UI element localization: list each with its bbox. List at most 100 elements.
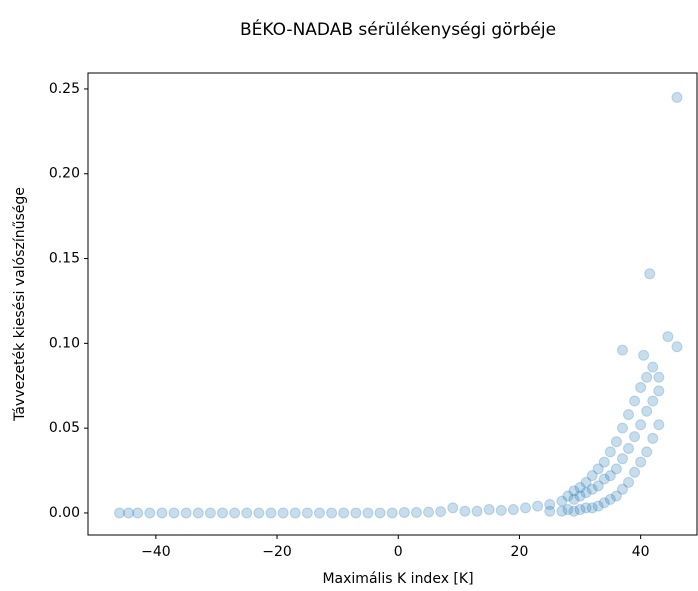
point bbox=[638, 349, 650, 361]
point bbox=[568, 493, 580, 505]
point bbox=[338, 507, 350, 519]
point bbox=[386, 507, 398, 519]
point bbox=[410, 506, 422, 518]
x-tick-label: 40 bbox=[632, 544, 650, 560]
point bbox=[289, 507, 301, 519]
point bbox=[616, 483, 628, 495]
point bbox=[374, 507, 386, 519]
point bbox=[586, 502, 598, 514]
point bbox=[604, 470, 616, 482]
point bbox=[671, 341, 683, 353]
point bbox=[641, 405, 653, 417]
point bbox=[544, 498, 556, 510]
point bbox=[507, 504, 519, 516]
point bbox=[623, 409, 635, 421]
point bbox=[132, 507, 144, 519]
point bbox=[647, 432, 659, 444]
point bbox=[144, 507, 156, 519]
point bbox=[644, 268, 656, 280]
y-tick-label: 0.05 bbox=[49, 420, 80, 436]
point bbox=[156, 507, 168, 519]
point bbox=[610, 436, 622, 448]
point bbox=[616, 344, 628, 356]
point bbox=[301, 507, 313, 519]
point bbox=[114, 507, 126, 519]
point bbox=[217, 507, 229, 519]
point bbox=[447, 502, 459, 514]
point bbox=[592, 500, 604, 512]
point bbox=[641, 446, 653, 458]
point bbox=[241, 507, 253, 519]
point bbox=[568, 485, 580, 497]
point bbox=[586, 470, 598, 482]
point bbox=[556, 505, 568, 517]
point bbox=[562, 490, 574, 502]
y-tick-label: 0.00 bbox=[49, 505, 80, 521]
point bbox=[253, 507, 265, 519]
point bbox=[653, 419, 665, 431]
point bbox=[532, 500, 544, 512]
x-tick-label: −20 bbox=[262, 544, 292, 560]
point bbox=[423, 506, 435, 518]
chart-title: BÉKO-NADAB sérülékenységi görbéje bbox=[240, 18, 556, 40]
point bbox=[168, 507, 180, 519]
point bbox=[616, 453, 628, 465]
point bbox=[653, 385, 665, 397]
point bbox=[574, 504, 586, 516]
point bbox=[635, 381, 647, 393]
point bbox=[598, 473, 610, 485]
point bbox=[616, 422, 628, 434]
y-tick-label: 0.15 bbox=[49, 251, 80, 267]
point bbox=[598, 497, 610, 509]
point bbox=[574, 482, 586, 494]
point bbox=[610, 490, 622, 502]
point bbox=[604, 493, 616, 505]
point bbox=[623, 443, 635, 455]
x-axis-label: Maximális K index [K] bbox=[322, 571, 473, 587]
point bbox=[362, 507, 374, 519]
point bbox=[398, 506, 410, 518]
point bbox=[586, 483, 598, 495]
point bbox=[580, 476, 592, 488]
point bbox=[544, 505, 556, 517]
point bbox=[629, 431, 641, 443]
point bbox=[313, 507, 325, 519]
point bbox=[598, 456, 610, 468]
y-tick-label: 0.10 bbox=[49, 335, 80, 351]
point bbox=[671, 91, 683, 103]
point bbox=[647, 361, 659, 373]
point bbox=[574, 490, 586, 502]
y-axis-label: Távvezeték kiesési valószínűsége bbox=[12, 187, 28, 422]
plot-frame bbox=[87, 72, 698, 536]
point bbox=[610, 463, 622, 475]
x-tick-label: 0 bbox=[394, 544, 403, 560]
point bbox=[604, 446, 616, 458]
point bbox=[635, 456, 647, 468]
point bbox=[471, 505, 483, 517]
point bbox=[623, 476, 635, 488]
point bbox=[635, 419, 647, 431]
point bbox=[350, 507, 362, 519]
point bbox=[123, 507, 135, 519]
point bbox=[192, 507, 204, 519]
y-tick-label: 0.25 bbox=[49, 81, 80, 97]
point bbox=[653, 371, 665, 383]
point bbox=[277, 507, 289, 519]
point bbox=[629, 466, 641, 478]
point bbox=[520, 502, 532, 514]
point bbox=[568, 505, 580, 517]
point bbox=[629, 395, 641, 407]
point bbox=[580, 487, 592, 499]
point bbox=[592, 463, 604, 475]
point bbox=[580, 502, 592, 514]
point bbox=[483, 504, 495, 516]
point bbox=[265, 507, 277, 519]
point bbox=[662, 331, 674, 343]
point bbox=[562, 504, 574, 516]
point bbox=[592, 480, 604, 492]
point bbox=[435, 506, 447, 518]
y-tick-label: 0.20 bbox=[49, 166, 80, 182]
point bbox=[326, 507, 338, 519]
